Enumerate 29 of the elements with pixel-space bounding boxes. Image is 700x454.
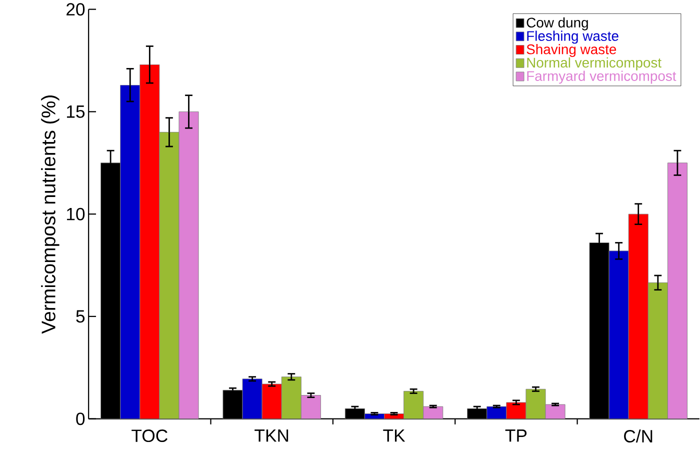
x-tick-label: C/N (624, 429, 652, 442)
bar (608, 250, 629, 419)
x-tick-label: TK (383, 429, 406, 442)
legend-label: Cow dung (526, 17, 588, 30)
legend-label: Fleshing waste (527, 30, 618, 44)
bar (526, 388, 546, 419)
x-tick-label: TOC (132, 429, 168, 442)
bar (648, 282, 668, 419)
bar (486, 406, 506, 419)
legend-label: Farmyard vermicompost (527, 70, 676, 84)
y-tick-label: 0 (76, 412, 85, 425)
y-tick-label: 15 (67, 105, 85, 118)
bar (120, 84, 140, 419)
bar (159, 132, 180, 419)
x-tick-label: TP (505, 429, 527, 442)
legend-label: Shaving waste (526, 44, 616, 57)
bar (262, 384, 282, 419)
legend-label: Normal vermicompost (527, 57, 662, 70)
bar (506, 402, 526, 419)
y-tick-label: 20 (66, 2, 85, 16)
bar (404, 390, 424, 419)
bar (140, 64, 160, 419)
y-axis-title: Vermicompost nutrients (%) (41, 95, 60, 334)
bar (281, 376, 302, 419)
bar (628, 214, 648, 419)
y-tick-label: 5 (76, 310, 85, 322)
bar (242, 378, 262, 419)
y-tick-label: 10 (67, 208, 85, 220)
x-tick-label: TKN (254, 429, 288, 442)
